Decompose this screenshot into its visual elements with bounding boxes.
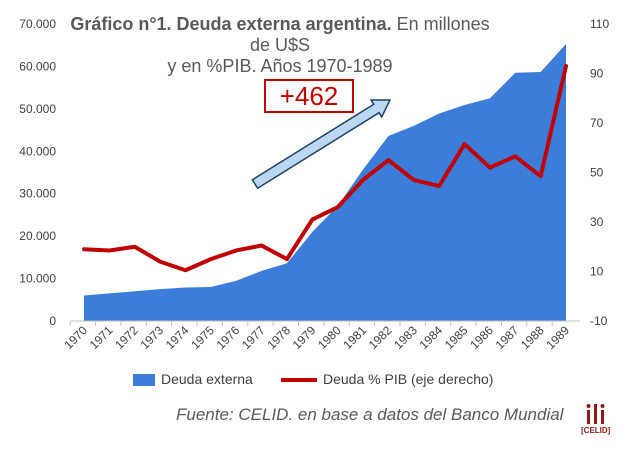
- chart-title-bold: Gráfico n°1. Deuda externa argentina.: [70, 14, 392, 34]
- chart-title-rest-line2: y en %PIB. Años 1970-1989: [167, 56, 393, 76]
- x-tick-label-1988: 1988: [518, 323, 547, 352]
- x-tick-label-1971: 1971: [87, 323, 116, 352]
- y-right-tick-label-0: -10: [590, 314, 608, 328]
- x-tick-label-1985: 1985: [442, 323, 471, 352]
- y-left-tick-label-0: 0: [49, 314, 56, 328]
- legend-swatch-line: [281, 378, 317, 383]
- x-tick-label-1980: 1980: [315, 323, 344, 352]
- line-series-pib: [82, 64, 568, 273]
- source-note: Fuente: CELID. en base a datos del Banco…: [176, 405, 564, 424]
- x-tick-label-1977: 1977: [239, 323, 268, 352]
- y-left-tick-label-4: 40.000: [19, 144, 56, 158]
- x-tick-label-1989: 1989: [543, 323, 572, 352]
- y-right-tick-label-4: 70: [590, 116, 604, 130]
- x-tick-label-1984: 1984: [416, 323, 445, 352]
- x-tick-label-1986: 1986: [467, 323, 496, 352]
- y-left-tick-label-3: 30.000: [19, 187, 56, 201]
- legend-item-debt: Deuda externa: [133, 371, 253, 387]
- x-tick-label-1983: 1983: [391, 323, 420, 352]
- legend-swatch-area: [133, 374, 155, 387]
- x-tick-label-1975: 1975: [188, 323, 217, 352]
- x-tick-label-1974: 1974: [163, 323, 192, 352]
- y-left-tick-label-1: 10.000: [19, 272, 56, 286]
- celid-logo-icon: [586, 404, 605, 424]
- y-right-tick-label-2: 30: [590, 215, 604, 229]
- y-right-tick-label-3: 50: [590, 166, 604, 180]
- trend-arrow-shape: [251, 99, 392, 190]
- y-left-tick-label-6: 60.000: [19, 59, 56, 73]
- legend-label-pib: Deuda % PIB (eje derecho): [323, 371, 494, 387]
- x-tick-label-1976: 1976: [214, 323, 243, 352]
- trend-arrow-icon: [251, 99, 392, 190]
- x-tick-label-1978: 1978: [264, 323, 293, 352]
- chart-title-rest-line1: En millones de U$S: [249, 14, 490, 55]
- x-tick-label-1987: 1987: [493, 323, 522, 352]
- y-right-tick-label-1: 10: [590, 265, 604, 279]
- y-left-tick-label-5: 50.000: [19, 102, 56, 116]
- legend-label-debt: Deuda externa: [161, 371, 253, 387]
- area-series-debt: [84, 43, 566, 321]
- legend-item-pib: Deuda % PIB (eje derecho): [281, 371, 493, 387]
- y-right-tick-label-5: 90: [590, 67, 604, 81]
- increase-annotation: +462: [264, 79, 354, 113]
- x-tick-label-1979: 1979: [290, 323, 319, 352]
- y-left-tick-label-7: 70.000: [19, 17, 56, 31]
- x-tick-label-1982: 1982: [366, 323, 395, 352]
- celid-logo-text: [CELID]: [581, 426, 611, 435]
- x-tick-label-1972: 1972: [112, 323, 141, 352]
- x-tick-label-1970: 1970: [61, 323, 90, 352]
- y-left-tick-label-2: 20.000: [19, 229, 56, 243]
- x-tick-label-1981: 1981: [340, 323, 369, 352]
- chart-title: Gráfico n°1. Deuda externa argentina. En…: [60, 14, 500, 77]
- x-tick-label-1973: 1973: [137, 323, 166, 352]
- y-right-tick-label-6: 110: [590, 17, 609, 31]
